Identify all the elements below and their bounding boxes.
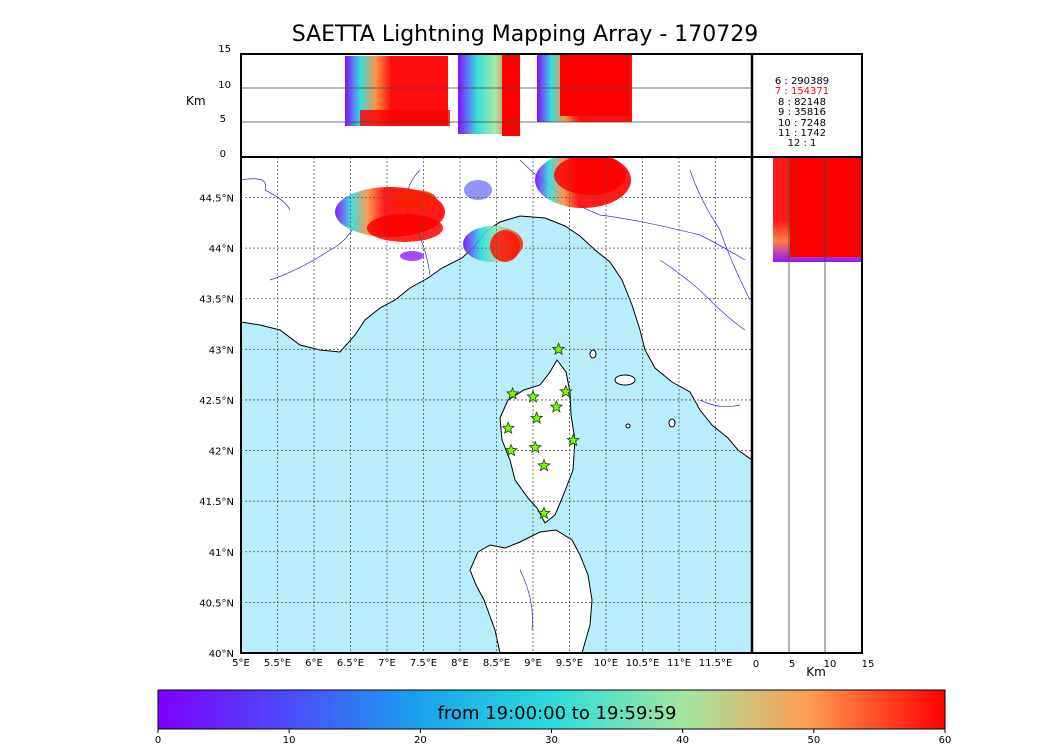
lon-tick-label: 10.5°E bbox=[626, 658, 660, 669]
station-star-icon bbox=[566, 433, 580, 447]
montecristo-island bbox=[625, 423, 631, 429]
alt-ytick: 15 bbox=[218, 44, 231, 55]
lon-tick-label: 9°E bbox=[524, 658, 542, 669]
side-lightning-density bbox=[773, 157, 862, 262]
side-xtick: 0 bbox=[753, 659, 759, 670]
station-star-icon bbox=[537, 458, 551, 472]
colorbar-tick-label: 30 bbox=[545, 735, 558, 746]
side-xtick: 5 bbox=[789, 659, 795, 670]
lon-tick-label: 7.5°E bbox=[410, 658, 437, 669]
alt-ytick: 5 bbox=[220, 114, 226, 125]
lat-tick-label: 41.5°N bbox=[199, 497, 234, 508]
colorbar-ticks: 0 10 20 30 40 50 60 bbox=[155, 729, 952, 746]
lon-tick-label: 11.5°E bbox=[699, 658, 733, 669]
lat-tick-label: 41°N bbox=[209, 548, 234, 559]
station-star-icon bbox=[559, 384, 573, 398]
altitude-panel: 15 10 5 0 Km 6 : 290389 7 : 154371 8 : 8… bbox=[186, 44, 863, 160]
stat-line: 7 : 154371 bbox=[775, 86, 829, 97]
lon-tick-label: 6°E bbox=[305, 658, 323, 669]
lon-tick-label: 9.5°E bbox=[556, 658, 583, 669]
giglio-island bbox=[668, 418, 676, 428]
station-star-icon bbox=[537, 506, 551, 520]
alt-ylabel: Km bbox=[186, 94, 206, 108]
map-lightning-density bbox=[335, 157, 631, 262]
side-altitude-panel: 0 5 10 15 Km bbox=[750, 54, 875, 679]
latitude-tick-labels: 44.5°N 44°N 43.5°N 43°N 42.5°N 42°N 41.5°N 41°N… bbox=[199, 193, 234, 660]
colorbar-tick-label: 20 bbox=[414, 735, 427, 746]
colorbar: from 19:00:00 to 19:59:59 0 10 20 30 40 50 60 bbox=[155, 689, 952, 746]
stat-line: 12 : 1 bbox=[788, 138, 817, 149]
side-xtick: 15 bbox=[862, 659, 875, 670]
lat-tick-label: 40.5°N bbox=[199, 598, 234, 609]
source-stats: 6 : 290389 7 : 154371 8 : 82148 9 : 3581… bbox=[775, 76, 829, 149]
lon-tick-label: 7°E bbox=[378, 658, 396, 669]
station-star-icon bbox=[549, 399, 564, 413]
stat-line: 10 : 7248 bbox=[778, 118, 826, 129]
stat-line: 6 : 290389 bbox=[775, 76, 829, 87]
colorbar-tick-label: 40 bbox=[676, 735, 689, 746]
station-star-icon bbox=[505, 386, 520, 400]
stat-line: 8 : 82148 bbox=[778, 97, 826, 108]
lon-tick-label: 10°E bbox=[594, 658, 618, 669]
colorbar-label: from 19:00:00 to 19:59:59 bbox=[438, 703, 677, 724]
station-star-icon bbox=[501, 421, 515, 434]
station-star-icon bbox=[504, 443, 518, 457]
lat-tick-label: 42.5°N bbox=[199, 396, 234, 407]
lat-tick-label: 43.5°N bbox=[199, 295, 234, 306]
station-star-icon bbox=[551, 342, 566, 356]
lat-tick-label: 44.5°N bbox=[199, 193, 234, 204]
side-xlabel: Km bbox=[806, 665, 826, 679]
lat-tick-label: 43°N bbox=[209, 345, 234, 356]
elba-island bbox=[614, 374, 636, 386]
lon-tick-label: 11°E bbox=[667, 658, 691, 669]
station-star-icon bbox=[528, 440, 542, 454]
colorbar-gradient bbox=[157, 689, 946, 730]
colorbar-tick-label: 0 bbox=[155, 735, 161, 746]
stations-layer bbox=[501, 342, 580, 520]
lon-tick-label: 5.5°E bbox=[264, 658, 291, 669]
station-star-icon bbox=[526, 389, 540, 403]
side-xtick: 10 bbox=[824, 659, 837, 670]
alt-ytick: 0 bbox=[220, 149, 226, 160]
colorbar-tick-label: 50 bbox=[807, 735, 820, 746]
lon-tick-label: 5°E bbox=[232, 658, 250, 669]
alt-ytick: 10 bbox=[218, 80, 231, 91]
lon-tick-label: 8°E bbox=[451, 658, 469, 669]
sardinia bbox=[469, 529, 593, 653]
lat-tick-label: 40°N bbox=[209, 649, 234, 660]
colorbar-tick-label: 10 bbox=[283, 735, 296, 746]
stat-line: 11 : 1742 bbox=[778, 128, 826, 139]
map-panel: 5°E 5.5°E 6°E 6.5°E 7°E 7.5°E 8°E 8.5°E 9°E 9.5°E… bbox=[199, 156, 753, 669]
lat-tick-label: 42°N bbox=[209, 447, 234, 458]
capraia-island bbox=[589, 349, 597, 359]
lat-tick-label: 44°N bbox=[209, 244, 234, 255]
lon-tick-label: 8.5°E bbox=[483, 658, 510, 669]
figure-title: SAETTA Lightning Mapping Array - 170729 bbox=[291, 22, 759, 47]
colorbar-tick-label: 60 bbox=[939, 735, 952, 746]
map-gridlines bbox=[241, 157, 752, 653]
stat-line: 9 : 35816 bbox=[778, 107, 826, 118]
station-star-icon bbox=[529, 411, 544, 424]
lon-tick-label: 6.5°E bbox=[337, 658, 364, 669]
longitude-tick-labels: 5°E 5.5°E 6°E 6.5°E 7°E 7.5°E 8°E 8.5°E 9°E 9.5°E… bbox=[232, 658, 732, 669]
